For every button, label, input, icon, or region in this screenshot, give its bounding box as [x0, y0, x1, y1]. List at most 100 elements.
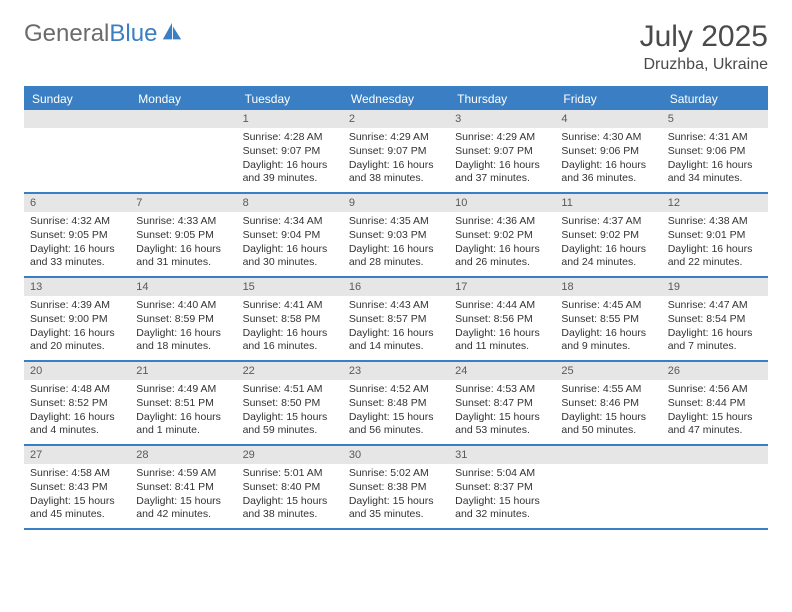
day-number: 20 [24, 362, 130, 380]
week-row: 13Sunrise: 4:39 AMSunset: 9:00 PMDayligh… [24, 278, 768, 362]
daylight-line: Daylight: 15 hours and 56 minutes. [349, 411, 443, 438]
day-number: 31 [449, 446, 555, 464]
sunrise-line: Sunrise: 5:01 AM [243, 467, 337, 481]
sail-icon [161, 21, 183, 43]
sunrise-line: Sunrise: 4:55 AM [561, 383, 655, 397]
day-cell: 30Sunrise: 5:02 AMSunset: 8:38 PMDayligh… [343, 446, 449, 528]
daylight-line: Daylight: 16 hours and 28 minutes. [349, 243, 443, 270]
sunrise-line: Sunrise: 4:29 AM [455, 131, 549, 145]
day-cell: 16Sunrise: 4:43 AMSunset: 8:57 PMDayligh… [343, 278, 449, 360]
day-cell: 5Sunrise: 4:31 AMSunset: 9:06 PMDaylight… [662, 110, 768, 192]
day-cell: 14Sunrise: 4:40 AMSunset: 8:59 PMDayligh… [130, 278, 236, 360]
daylight-line: Daylight: 16 hours and 26 minutes. [455, 243, 549, 270]
sunrise-line: Sunrise: 4:52 AM [349, 383, 443, 397]
day-cell: 22Sunrise: 4:51 AMSunset: 8:50 PMDayligh… [237, 362, 343, 444]
day-number: 14 [130, 278, 236, 296]
week-row: 20Sunrise: 4:48 AMSunset: 8:52 PMDayligh… [24, 362, 768, 446]
day-number: 29 [237, 446, 343, 464]
day-number: 25 [555, 362, 661, 380]
day-number: 18 [555, 278, 661, 296]
day-number: 4 [555, 110, 661, 128]
sunset-line: Sunset: 9:02 PM [561, 229, 655, 243]
day-cell: 17Sunrise: 4:44 AMSunset: 8:56 PMDayligh… [449, 278, 555, 360]
day-number: 27 [24, 446, 130, 464]
day-body: Sunrise: 4:32 AMSunset: 9:05 PMDaylight:… [24, 212, 130, 276]
sunset-line: Sunset: 9:07 PM [349, 145, 443, 159]
day-cell: 4Sunrise: 4:30 AMSunset: 9:06 PMDaylight… [555, 110, 661, 192]
day-body: Sunrise: 4:51 AMSunset: 8:50 PMDaylight:… [237, 380, 343, 444]
sunset-line: Sunset: 9:06 PM [561, 145, 655, 159]
sunset-line: Sunset: 9:03 PM [349, 229, 443, 243]
day-number: 19 [662, 278, 768, 296]
sunrise-line: Sunrise: 4:56 AM [668, 383, 762, 397]
day-cell: 23Sunrise: 4:52 AMSunset: 8:48 PMDayligh… [343, 362, 449, 444]
sunrise-line: Sunrise: 4:48 AM [30, 383, 124, 397]
daylight-line: Daylight: 16 hours and 38 minutes. [349, 159, 443, 186]
sunrise-line: Sunrise: 4:51 AM [243, 383, 337, 397]
sunrise-line: Sunrise: 4:36 AM [455, 215, 549, 229]
sunset-line: Sunset: 8:41 PM [136, 481, 230, 495]
day-cell: 10Sunrise: 4:36 AMSunset: 9:02 PMDayligh… [449, 194, 555, 276]
daylight-line: Daylight: 15 hours and 45 minutes. [30, 495, 124, 522]
daylight-line: Daylight: 16 hours and 20 minutes. [30, 327, 124, 354]
sunrise-line: Sunrise: 4:43 AM [349, 299, 443, 313]
daylight-line: Daylight: 15 hours and 32 minutes. [455, 495, 549, 522]
day-cell: 19Sunrise: 4:47 AMSunset: 8:54 PMDayligh… [662, 278, 768, 360]
day-cell [130, 110, 236, 192]
daylight-line: Daylight: 16 hours and 39 minutes. [243, 159, 337, 186]
sunrise-line: Sunrise: 4:58 AM [30, 467, 124, 481]
day-cell: 2Sunrise: 4:29 AMSunset: 9:07 PMDaylight… [343, 110, 449, 192]
sunset-line: Sunset: 8:58 PM [243, 313, 337, 327]
daylight-line: Daylight: 15 hours and 35 minutes. [349, 495, 443, 522]
dow-row: SundayMondayTuesdayWednesdayThursdayFrid… [24, 88, 768, 110]
day-number [662, 446, 768, 464]
sunrise-line: Sunrise: 4:44 AM [455, 299, 549, 313]
daylight-line: Daylight: 16 hours and 30 minutes. [243, 243, 337, 270]
day-body: Sunrise: 4:52 AMSunset: 8:48 PMDaylight:… [343, 380, 449, 444]
day-cell: 26Sunrise: 4:56 AMSunset: 8:44 PMDayligh… [662, 362, 768, 444]
day-number: 28 [130, 446, 236, 464]
day-body: Sunrise: 4:33 AMSunset: 9:05 PMDaylight:… [130, 212, 236, 276]
sunset-line: Sunset: 8:37 PM [455, 481, 549, 495]
day-number: 23 [343, 362, 449, 380]
day-body: Sunrise: 4:43 AMSunset: 8:57 PMDaylight:… [343, 296, 449, 360]
day-cell: 28Sunrise: 4:59 AMSunset: 8:41 PMDayligh… [130, 446, 236, 528]
daylight-line: Daylight: 16 hours and 4 minutes. [30, 411, 124, 438]
day-number: 22 [237, 362, 343, 380]
day-body: Sunrise: 4:39 AMSunset: 9:00 PMDaylight:… [24, 296, 130, 360]
sunrise-line: Sunrise: 4:33 AM [136, 215, 230, 229]
day-body: Sunrise: 4:29 AMSunset: 9:07 PMDaylight:… [449, 128, 555, 192]
day-number: 13 [24, 278, 130, 296]
day-number: 8 [237, 194, 343, 212]
day-cell: 20Sunrise: 4:48 AMSunset: 8:52 PMDayligh… [24, 362, 130, 444]
day-body: Sunrise: 4:38 AMSunset: 9:01 PMDaylight:… [662, 212, 768, 276]
day-body: Sunrise: 4:47 AMSunset: 8:54 PMDaylight:… [662, 296, 768, 360]
sunrise-line: Sunrise: 4:39 AM [30, 299, 124, 313]
day-number: 24 [449, 362, 555, 380]
sunset-line: Sunset: 8:43 PM [30, 481, 124, 495]
day-body: Sunrise: 4:58 AMSunset: 8:43 PMDaylight:… [24, 464, 130, 528]
day-cell: 6Sunrise: 4:32 AMSunset: 9:05 PMDaylight… [24, 194, 130, 276]
day-body: Sunrise: 4:53 AMSunset: 8:47 PMDaylight:… [449, 380, 555, 444]
daylight-line: Daylight: 16 hours and 24 minutes. [561, 243, 655, 270]
title-box: July 2025 Druzhba, Ukraine [640, 20, 768, 74]
sunset-line: Sunset: 8:56 PM [455, 313, 549, 327]
sunrise-line: Sunrise: 4:31 AM [668, 131, 762, 145]
sunrise-line: Sunrise: 4:40 AM [136, 299, 230, 313]
day-number [24, 110, 130, 128]
day-cell: 27Sunrise: 4:58 AMSunset: 8:43 PMDayligh… [24, 446, 130, 528]
day-number: 2 [343, 110, 449, 128]
day-cell: 11Sunrise: 4:37 AMSunset: 9:02 PMDayligh… [555, 194, 661, 276]
day-body: Sunrise: 4:31 AMSunset: 9:06 PMDaylight:… [662, 128, 768, 192]
daylight-line: Daylight: 16 hours and 7 minutes. [668, 327, 762, 354]
day-number: 12 [662, 194, 768, 212]
day-cell: 13Sunrise: 4:39 AMSunset: 9:00 PMDayligh… [24, 278, 130, 360]
sunrise-line: Sunrise: 4:37 AM [561, 215, 655, 229]
sunrise-line: Sunrise: 4:34 AM [243, 215, 337, 229]
day-body: Sunrise: 4:59 AMSunset: 8:41 PMDaylight:… [130, 464, 236, 528]
sunrise-line: Sunrise: 4:28 AM [243, 131, 337, 145]
dow-cell: Saturday [662, 88, 768, 110]
day-number: 9 [343, 194, 449, 212]
sunset-line: Sunset: 8:55 PM [561, 313, 655, 327]
daylight-line: Daylight: 15 hours and 38 minutes. [243, 495, 337, 522]
